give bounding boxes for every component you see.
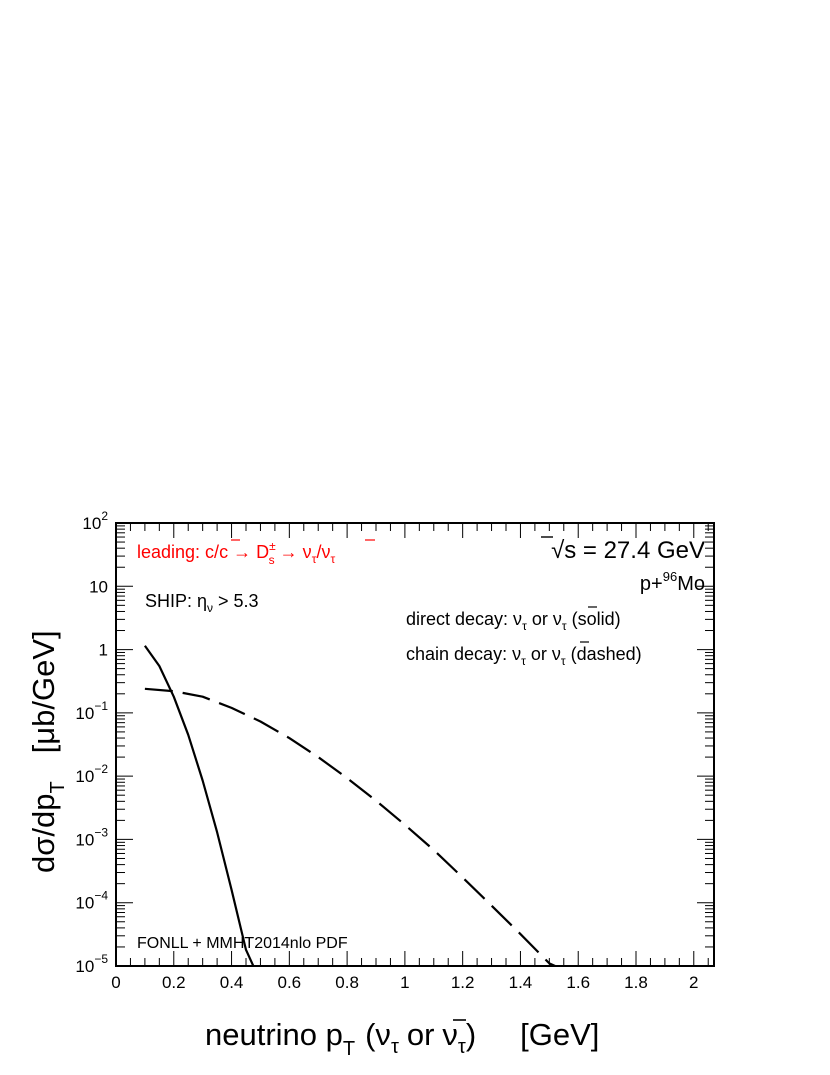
series-layer (143, 645, 556, 966)
plot-frame (115, 522, 715, 967)
x-tick-label: 0.4 (220, 973, 244, 992)
chain-decay-annotation: chain decay: ντ or ντ (dashed) (406, 644, 642, 668)
leading-annotation: leading: c/c → D± s → ντ/ντ (137, 539, 335, 567)
x-tick-label: 1.2 (451, 973, 475, 992)
x-tick-label: 1 (400, 973, 409, 992)
y-tick-label: 10−1 (75, 699, 108, 723)
fonll-annotation: FONLL + MMHT2014nlo PDF (137, 935, 348, 952)
y-tick-label: 10−4 (75, 889, 108, 913)
x-tick-label: 1.6 (566, 973, 590, 992)
y-tick-label: 10−3 (75, 825, 108, 849)
x-tick-label: 0 (111, 973, 120, 992)
x-tick-label: 0.2 (162, 973, 186, 992)
energy-annotation: √s = 27.4 GeV (551, 537, 705, 564)
axis-ticks (115, 523, 714, 967)
y-tick-label: 10 (89, 577, 108, 596)
x-tick-label: 2 (689, 973, 698, 992)
chain-decay-line (144, 687, 556, 966)
system-annotation: p+96Mo (640, 569, 705, 595)
x-axis-title: neutrino pT (ντ or ντ) [GeV] (205, 1017, 599, 1060)
direct-decay-line (143, 645, 255, 966)
x-tick-label: 1.4 (509, 973, 533, 992)
y-tick-label: 102 (82, 509, 108, 533)
y-tick-label: 10−5 (75, 952, 108, 976)
x-tick-label: 0.6 (278, 973, 302, 992)
x-tick-label: 1.8 (624, 973, 648, 992)
y-axis-title: dσ/dpT[μb/GeV] (26, 630, 69, 873)
x-tick-labels: 0 0.2 0.4 0.6 0.8 1 1.2 1.4 1.6 1.8 2 (111, 973, 698, 992)
y-tick-label: 10−2 (75, 762, 108, 786)
ship-annotation: SHIP: ην > 5.3 (145, 591, 259, 615)
y-tick-label: 1 (99, 641, 108, 660)
direct-decay-annotation: direct decay: ντ or ντ (solid) (406, 609, 621, 633)
y-tick-labels: 102 10 1 10−1 10−2 10−3 10−4 10−5 (75, 509, 108, 976)
x-tick-label: 0.8 (335, 973, 359, 992)
